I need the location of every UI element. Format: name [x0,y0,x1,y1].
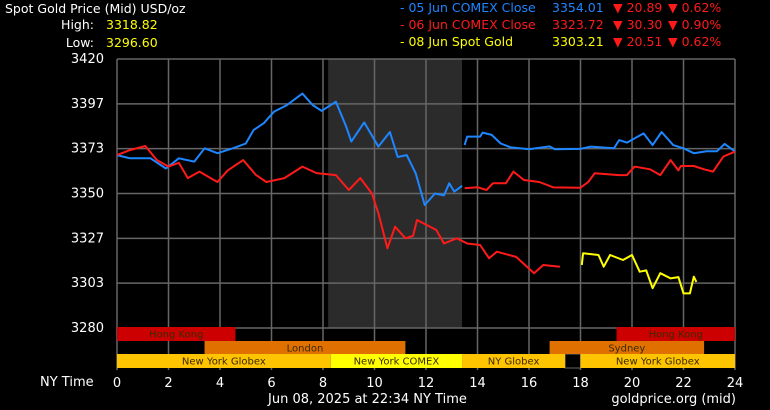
session-bar-fill [204,341,406,354]
session-bar-hong-kong: Hong Kong [117,327,236,341]
y-tick-label: 3397 [71,97,104,112]
session-bar-fill [549,341,705,354]
session-bar-new-york-comex: New York COMEX [330,354,463,368]
x-tick-label: 4 [216,376,224,391]
session-label: London [287,344,324,355]
session-bar-hong-kong: Hong Kong [616,327,735,341]
series-line-08-jun-spot-gold-seg0 [580,252,698,295]
y-tick-label: 3350 [71,187,104,202]
legend-change-06jun: ▼ 30.30 [613,17,663,32]
x-tick-label: 10 [366,376,383,391]
legend-pct-08jun: ▼ 0.62% [668,34,722,49]
source-link[interactable]: goldprice.org (mid) [611,392,736,407]
session-label: Sydney [608,344,645,355]
legend-change-08jun: ▼ 20.51 [613,34,663,49]
low-value: 3296.60 [106,35,158,50]
session-bar-fill [462,354,566,368]
session-bar-fill [330,354,463,368]
x-tick-label: 12 [418,376,435,391]
x-tick-label: 16 [521,376,538,391]
x-tick-label: 22 [675,376,692,391]
x-tick-label: 18 [572,376,589,391]
session-bar-new-york-globex: New York Globex [580,354,735,368]
low-label: Low: [65,35,94,50]
session-gap [564,353,581,369]
legend-label-05jun: - 05 Jun COMEX Close [400,0,536,15]
x-tick-label: 8 [319,376,327,391]
chart-title: Spot Gold Price (Mid) USD/oz [5,1,186,16]
session-bar-new-york-globex: New York Globex [117,354,331,368]
high-value: 3318.82 [106,17,158,32]
series-line-05-jun-comex-close-seg1 [463,131,736,155]
legend-pct-05jun: ▼ 0.62% [668,0,722,15]
series-line-05-jun-comex-close-seg0 [116,92,463,206]
y-tick-label: 3373 [71,142,104,157]
session-bar-fill [117,354,331,368]
legend-pct-06jun: ▼ 0.90% [668,17,722,32]
session-bar-fill [580,354,735,368]
x-tick-label: 6 [267,376,275,391]
x-tick-label: 24 [727,376,744,391]
session-bar-fill [117,327,236,341]
high-label: High: [61,17,94,32]
x-tick-label: 2 [164,376,172,391]
legend-price-08jun: 3303.21 [552,34,604,49]
x-axis-label: NY Time [40,375,94,390]
legend-price-05jun: 3354.01 [552,0,604,15]
x-tick-label: 0 [113,376,121,391]
y-tick-label: 3280 [71,321,104,336]
session-label: New York Globex [182,357,266,368]
legend-label-08jun: - 08 Jun Spot Gold [400,34,514,49]
y-tick-label: 3303 [71,276,104,291]
session-label: Hong Kong [149,330,203,341]
session-label: NY Globex [488,357,540,368]
legend-change-05jun: ▼ 20.89 [613,0,663,15]
session-bar-ny-globex: NY Globex [462,354,566,368]
session-bar-fill [616,327,735,341]
session-label: Hong Kong [649,330,703,341]
session-bar-sydney: Sydney [549,341,705,355]
legend-price-06jun: 3323.72 [552,17,604,32]
y-tick-label: 3420 [71,52,104,67]
timestamp: Jun 08, 2025 at 22:34 NY Time [268,392,467,407]
x-tick-label: 20 [624,376,641,391]
session-label: New York Globex [616,357,700,368]
legend-label-06jun: - 06 Jun COMEX Close [400,17,536,32]
y-tick-label: 3327 [71,231,104,246]
session-bar-london: London [204,341,406,355]
x-tick-label: 14 [469,376,486,391]
session-label: New York COMEX [354,357,440,368]
series-line-06-jun-comex-close-seg0 [116,145,561,275]
series-line-06-jun-comex-close-seg1 [464,150,736,191]
